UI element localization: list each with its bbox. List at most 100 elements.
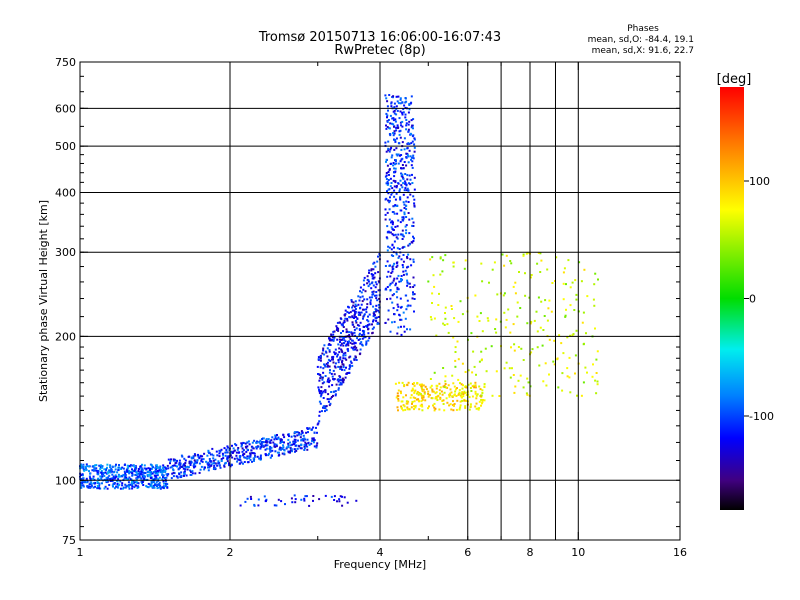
data-point: [246, 455, 249, 458]
data-point: [454, 351, 457, 353]
data-point: [586, 371, 588, 374]
data-point: [329, 402, 332, 405]
data-point: [303, 445, 306, 448]
data-point: [469, 387, 472, 389]
data-point: [553, 363, 556, 366]
data-point: [378, 281, 381, 284]
data-point: [370, 269, 373, 272]
data-point: [123, 470, 126, 473]
data-point: [250, 498, 253, 500]
data-point: [421, 398, 424, 401]
data-point: [479, 388, 482, 391]
data-point: [332, 378, 335, 381]
data-point: [387, 149, 390, 152]
data-point: [450, 408, 453, 411]
data-point: [465, 394, 468, 396]
data-point: [531, 348, 534, 351]
data-point: [463, 390, 466, 393]
data-point: [357, 313, 360, 316]
data-point: [391, 270, 394, 273]
data-point: [482, 399, 484, 401]
data-point: [389, 264, 392, 267]
data-point: [396, 303, 399, 306]
data-point: [339, 356, 342, 359]
data-point: [374, 286, 377, 289]
data-point: [326, 380, 329, 383]
data-point: [493, 261, 496, 264]
data-point: [452, 409, 455, 412]
data-point: [395, 107, 398, 110]
data-point: [398, 255, 401, 258]
data-point: [313, 439, 316, 442]
data-point: [128, 487, 131, 490]
data-point: [582, 311, 585, 314]
data-point: [100, 478, 103, 481]
data-point: [197, 455, 200, 458]
data-point: [355, 356, 357, 359]
data-point: [244, 500, 247, 503]
data-point: [208, 458, 211, 460]
data-point: [99, 475, 102, 478]
data-point: [92, 477, 95, 480]
data-point: [407, 155, 410, 158]
data-point: [435, 334, 438, 337]
data-point: [328, 379, 331, 382]
data-point: [361, 308, 364, 311]
data-point: [91, 465, 94, 468]
data-point: [97, 472, 100, 475]
data-point: [167, 467, 170, 470]
data-point: [526, 393, 529, 396]
data-point: [412, 276, 415, 279]
data-point: [386, 211, 389, 214]
data-point: [375, 310, 377, 313]
data-point: [539, 271, 542, 273]
data-point: [366, 298, 369, 301]
data-point: [371, 323, 373, 326]
data-point: [530, 274, 533, 276]
data-point: [113, 482, 116, 485]
data-point: [453, 317, 456, 320]
data-point: [292, 441, 295, 444]
data-point: [163, 485, 166, 488]
data-point: [470, 390, 473, 392]
data-point: [432, 404, 434, 407]
data-point: [341, 361, 343, 364]
x-tick-label: 4: [377, 546, 384, 559]
data-point: [566, 375, 569, 378]
x-axis: 1 2 4 6 8 10 16: [77, 62, 687, 559]
data-point: [403, 203, 406, 206]
data-point: [274, 434, 277, 437]
data-point: [122, 467, 125, 470]
data-point: [332, 338, 335, 341]
data-point: [464, 406, 467, 409]
data-point: [409, 178, 412, 181]
data-point: [132, 464, 135, 467]
data-point: [360, 311, 363, 314]
stats-line-o: mean, sd,O: -84.4, 19.1: [588, 35, 694, 45]
data-point: [108, 474, 111, 477]
data-point: [406, 402, 409, 405]
data-point: [359, 296, 362, 299]
data-point: [354, 308, 357, 310]
data-point: [131, 480, 134, 483]
data-point: [210, 464, 213, 467]
data-point: [212, 459, 215, 462]
data-point: [226, 445, 229, 448]
data-point: [412, 225, 415, 227]
data-point: [364, 336, 367, 339]
data-point: [316, 431, 318, 434]
data-point: [358, 329, 361, 331]
data-point: [472, 350, 475, 353]
data-point: [82, 465, 84, 468]
data-point: [487, 319, 490, 322]
data-point: [315, 426, 317, 429]
data-point: [346, 317, 349, 320]
y-tick-label: 400: [55, 186, 76, 199]
data-point: [365, 342, 368, 345]
data-point: [83, 481, 86, 484]
data-point: [153, 486, 156, 489]
data-point: [85, 467, 87, 470]
data-point: [413, 400, 416, 403]
data-point: [362, 332, 365, 335]
data-point: [365, 325, 367, 328]
